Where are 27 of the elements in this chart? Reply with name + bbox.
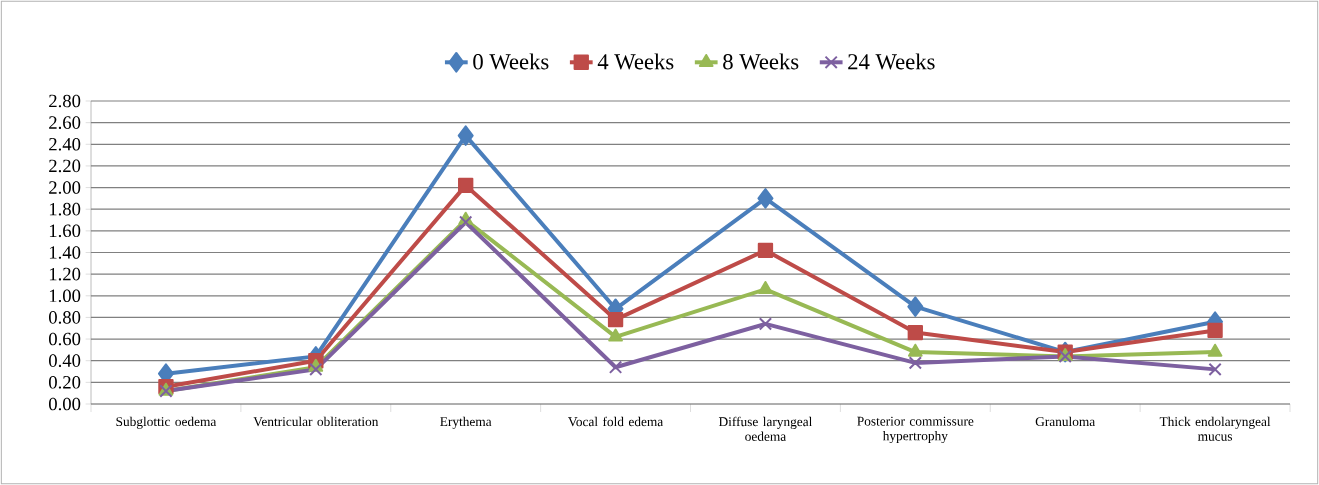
y-tick-label: 2.60 [49, 116, 81, 129]
legend-label: 8 Weeks [723, 53, 799, 70]
y-tick-label: 1.00 [49, 289, 81, 303]
legend-label: 4 Weeks [597, 53, 674, 70]
x-tick-label: Subglottic oedema [116, 416, 217, 429]
y-tick-label: 0.60 [49, 332, 81, 346]
y-tick-label: 0.20 [49, 376, 81, 389]
y-tick-label: 1.20 [49, 267, 81, 281]
x-tick-label: Erythema [440, 416, 492, 429]
y-tick-label: 1.40 [49, 246, 81, 259]
y-tick-label: 0.00 [49, 397, 81, 411]
x-tick-label: Diffuse laryngeal oedema [718, 416, 813, 441]
y-tick-label: 2.20 [49, 159, 81, 173]
x-tick-label: Vocal fold edema [568, 416, 664, 427]
x-tick-label: Granuloma [1035, 416, 1095, 427]
y-tick-label: 1.60 [49, 224, 81, 238]
y-tick-label: 0.80 [49, 311, 81, 324]
legend-label: 24 Weeks [848, 53, 935, 70]
x-tick-label: Posterior commissure hypertrophy [857, 416, 974, 444]
y-tick-label: 1.80 [49, 202, 81, 216]
x-tick-label: Ventricular obliteration [253, 416, 379, 427]
y-tick-label: 2.40 [49, 137, 81, 151]
legend-label: 0 Weeks [473, 53, 549, 70]
y-tick-label: 2.80 [49, 94, 81, 108]
y-tick-label: 0.40 [49, 354, 81, 368]
x-tick-label: Thick endolaryngeal mucus [1159, 416, 1271, 441]
y-tick-label: 2.00 [49, 181, 81, 194]
